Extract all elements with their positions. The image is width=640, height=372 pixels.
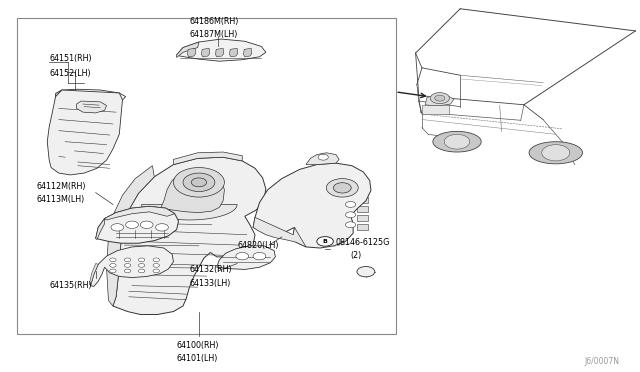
Circle shape: [153, 263, 159, 267]
Text: 64152(LH): 64152(LH): [49, 69, 91, 78]
Polygon shape: [96, 206, 179, 243]
Circle shape: [333, 183, 351, 193]
Circle shape: [111, 224, 124, 231]
Circle shape: [346, 202, 356, 208]
Circle shape: [109, 269, 116, 273]
Circle shape: [183, 173, 215, 192]
Bar: [357, 224, 369, 230]
Circle shape: [326, 179, 358, 197]
Circle shape: [430, 93, 449, 104]
Polygon shape: [306, 153, 339, 164]
Text: 64101(LH): 64101(LH): [177, 354, 218, 363]
Circle shape: [444, 134, 470, 149]
Circle shape: [357, 266, 375, 277]
Circle shape: [138, 258, 145, 262]
Polygon shape: [177, 39, 266, 61]
Circle shape: [191, 178, 207, 187]
Polygon shape: [253, 163, 371, 248]
Circle shape: [173, 167, 225, 197]
Bar: [357, 206, 369, 212]
Bar: [422, 105, 449, 114]
Polygon shape: [202, 48, 210, 57]
Circle shape: [156, 224, 168, 231]
Polygon shape: [141, 205, 237, 220]
Circle shape: [124, 258, 131, 262]
Polygon shape: [91, 246, 173, 286]
Polygon shape: [425, 94, 454, 106]
Polygon shape: [177, 42, 199, 58]
Circle shape: [236, 253, 248, 260]
Text: J6/0007N: J6/0007N: [584, 357, 620, 366]
Polygon shape: [244, 48, 252, 57]
Circle shape: [138, 263, 145, 267]
Text: 64186M(RH): 64186M(RH): [189, 17, 239, 26]
Polygon shape: [56, 89, 125, 101]
Text: 64151(RH): 64151(RH): [49, 54, 92, 63]
Circle shape: [124, 263, 131, 267]
Circle shape: [138, 269, 145, 273]
Circle shape: [109, 263, 116, 267]
Text: 64820(LH): 64820(LH): [237, 241, 278, 250]
Polygon shape: [216, 48, 224, 57]
Circle shape: [109, 258, 116, 262]
Bar: [357, 197, 369, 203]
Polygon shape: [230, 48, 238, 57]
Circle shape: [317, 237, 333, 246]
Text: 64187M(LH): 64187M(LH): [189, 30, 237, 39]
Circle shape: [346, 212, 356, 218]
Polygon shape: [113, 157, 266, 314]
Polygon shape: [106, 166, 154, 306]
Circle shape: [140, 221, 153, 228]
Polygon shape: [49, 90, 62, 136]
Circle shape: [541, 145, 570, 161]
Circle shape: [124, 269, 131, 273]
Polygon shape: [253, 217, 306, 247]
Polygon shape: [433, 131, 481, 152]
Bar: [17, 18, 396, 334]
Polygon shape: [217, 246, 275, 269]
Polygon shape: [104, 206, 175, 220]
Circle shape: [435, 95, 445, 101]
Text: 64132(RH): 64132(RH): [189, 265, 232, 274]
Circle shape: [318, 154, 328, 160]
Polygon shape: [77, 101, 106, 113]
Polygon shape: [173, 152, 243, 164]
Text: 64112M(RH): 64112M(RH): [36, 182, 86, 190]
Text: 08146-6125G: 08146-6125G: [336, 238, 390, 247]
Polygon shape: [90, 263, 99, 286]
Text: 64133(LH): 64133(LH): [189, 279, 231, 288]
Text: B: B: [323, 239, 328, 244]
Circle shape: [346, 222, 356, 228]
Polygon shape: [529, 142, 582, 164]
Text: 64100(RH): 64100(RH): [177, 341, 219, 350]
Polygon shape: [161, 170, 225, 212]
Bar: [357, 215, 369, 221]
Polygon shape: [188, 48, 196, 57]
Circle shape: [153, 269, 159, 273]
Circle shape: [153, 258, 159, 262]
Polygon shape: [47, 90, 122, 175]
Text: 64135(RH): 64135(RH): [49, 281, 92, 290]
Circle shape: [253, 253, 266, 260]
Polygon shape: [96, 218, 104, 240]
Text: 64113M(LH): 64113M(LH): [36, 195, 84, 204]
Text: (2): (2): [351, 251, 362, 260]
Circle shape: [125, 221, 138, 228]
